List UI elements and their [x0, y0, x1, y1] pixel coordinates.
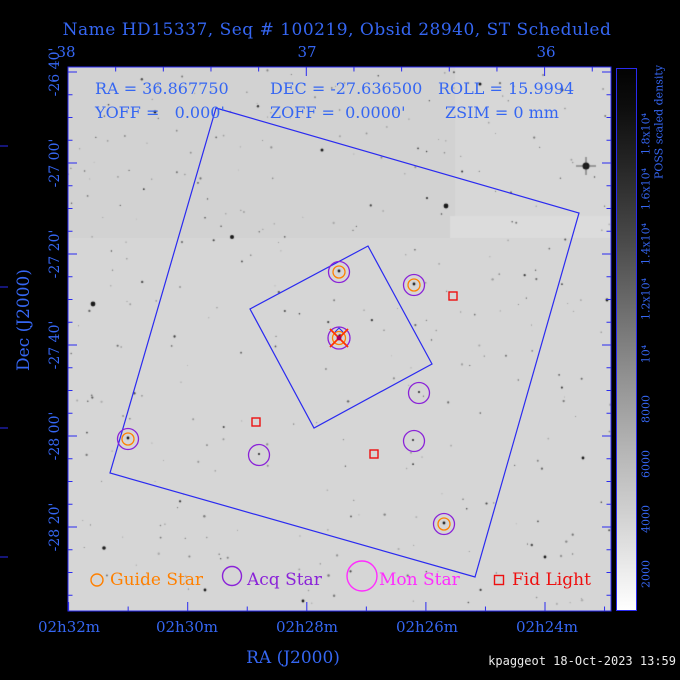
bottom-axis-label: 02h26m — [395, 618, 459, 636]
acq-star-circle — [402, 429, 426, 453]
legend-marker-fid-light — [493, 574, 505, 586]
fid-light-square — [251, 417, 261, 427]
colorbar-tick-label: 1.6x10⁴ — [639, 167, 653, 211]
acq-star-circle — [116, 427, 140, 451]
colorbar-tick-label: 1.8x10⁴ — [639, 112, 653, 156]
bottom-axis-label: 02h28m — [275, 618, 339, 636]
top-axis-label: 37 — [297, 43, 317, 61]
colorbar-tick-label: 1.4x10⁴ — [639, 222, 653, 266]
legend-label: Acq Star — [247, 570, 322, 590]
pointing-info-value: ROLL = 15.9994 — [438, 79, 575, 98]
bottom-axis-label: 02h24m — [515, 618, 579, 636]
dec-axis-title: Dec (J2000) — [14, 269, 34, 371]
left-axis-label: -28 20' — [47, 502, 63, 552]
legend-marker-mon-star — [346, 560, 378, 592]
colorbar-tick-label: 1.2x10⁴ — [639, 277, 653, 321]
colorbar-tick-label: 2000 — [639, 560, 653, 588]
legend-label: Guide Star — [110, 570, 204, 590]
plot-title: Name HD15337, Seq # 100219, Obsid 28940,… — [62, 20, 612, 40]
acq-star-circle — [327, 260, 351, 284]
ra-axis-title: RA (J2000) — [246, 648, 340, 668]
left-axis-label: -27 00' — [47, 138, 63, 188]
guide-star-circle — [332, 265, 346, 279]
legend-marker-guide-star — [90, 573, 104, 587]
legend-marker-acq-star — [221, 565, 243, 587]
colorbar-tick-label: 8000 — [639, 395, 653, 423]
top-axis-label: 36 — [536, 43, 556, 61]
colorbar-tick-label: 4000 — [639, 505, 653, 533]
fid-light-square — [369, 449, 379, 459]
guide-star-circle — [437, 517, 451, 531]
fov-outer-square — [109, 107, 580, 578]
plot-frame — [67, 66, 612, 612]
target-acq-circle — [327, 326, 351, 350]
bottom-axis-label: 02h32m — [37, 618, 101, 636]
target-guide-circle — [331, 330, 347, 346]
guide-star-circle — [407, 278, 421, 292]
colorbar-tick-label: 10⁴ — [639, 344, 653, 364]
guide-star-circle — [121, 432, 135, 446]
acq-star-circle — [247, 443, 271, 467]
top-axis-label: 38 — [56, 43, 76, 61]
target-caret-icon — [334, 327, 344, 333]
left-axis-label: -27 20' — [47, 229, 63, 279]
acq-star-circle — [407, 381, 431, 405]
bottom-axis-label: 02h30m — [155, 618, 219, 636]
colorbar — [616, 68, 637, 611]
pointing-info-value: ZOFF = 0.0000' — [270, 103, 406, 122]
colorbar-title: POSS scaled density — [652, 64, 666, 180]
acq-star-circle — [432, 512, 456, 536]
left-axis-label: -27 40' — [47, 320, 63, 370]
fid-light-square — [448, 291, 458, 301]
legend-label: Fid Light — [512, 570, 591, 590]
legend-label: Mon Star — [379, 570, 460, 590]
credit-text: kpaggeot 18-Oct-2023 13:59 — [488, 654, 676, 668]
pointing-info-value: RA = 36.867750 — [95, 79, 229, 98]
left-axis-label: -28 00' — [47, 411, 63, 461]
pointing-info-value: DEC = -27.636500 — [270, 79, 423, 98]
acq-star-circle — [402, 273, 426, 297]
left-axis-label: -26 40' — [47, 47, 63, 97]
fov-inner-square — [249, 245, 433, 429]
colorbar-tick-label: 6000 — [639, 450, 653, 478]
pointing-info-value: YOFF = 0.000' — [95, 103, 225, 122]
pointing-info-value: ZSIM = 0 mm — [445, 103, 559, 122]
target-center-dot — [336, 335, 342, 341]
